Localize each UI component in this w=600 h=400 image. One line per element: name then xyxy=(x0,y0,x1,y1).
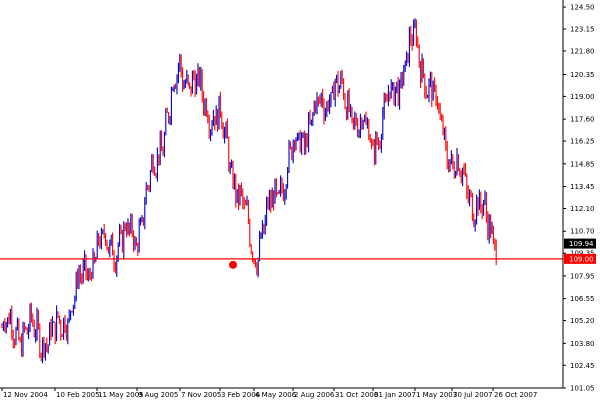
y-tick-label: 109.35 xyxy=(570,250,595,258)
y-tick-label: 110.70 xyxy=(570,228,595,236)
x-tick-label: 4 May 2006 xyxy=(255,391,297,399)
last-price-label: 109.94 xyxy=(569,240,594,248)
y-tick-label: 103.80 xyxy=(570,340,595,348)
x-tick-label: 11 May 2005 xyxy=(98,391,144,399)
x-tick-label: 30 Jul 2007 xyxy=(453,391,493,399)
x-tick-label: 10 Feb 2005 xyxy=(56,391,100,399)
x-tick-label: 26 Oct 2007 xyxy=(494,391,537,399)
hline-price-label: 109.00 xyxy=(569,255,594,263)
y-tick-label: 124.50 xyxy=(570,4,595,12)
y-tick-label: 113.45 xyxy=(570,183,595,191)
y-tick-label: 106.55 xyxy=(570,295,595,303)
y-tick-label: 107.95 xyxy=(570,272,595,280)
y-tick-label: 117.60 xyxy=(570,116,595,124)
y-axis-ticks: 124.50 123.15 121.80 120.35 119.00 117.60 116.… xyxy=(563,4,595,393)
y-tick-label: 119.00 xyxy=(570,93,595,101)
x-tick-label: 7 Nov 2005 xyxy=(181,391,221,399)
x-tick-label: 1 May 2007 xyxy=(416,391,457,399)
last-price-badge: 109.94 xyxy=(564,238,596,249)
axes xyxy=(0,0,564,389)
y-tick-label: 114.85 xyxy=(570,160,595,168)
x-tick-label: 31 Jan 2007 xyxy=(374,391,416,399)
y-tick-label: 102.45 xyxy=(570,362,595,370)
x-tick-label: 9 Aug 2005 xyxy=(138,391,178,399)
y-tick-label: 123.15 xyxy=(570,25,595,33)
y-tick-label: 101.05 xyxy=(570,385,595,393)
x-tick-label: 3 Feb 2006 xyxy=(221,391,261,399)
y-tick-label: 105.20 xyxy=(570,317,595,325)
low-point-marker xyxy=(229,260,237,269)
x-tick-label: 31 Oct 2006 xyxy=(335,391,379,399)
y-tick-label: 112.10 xyxy=(570,205,595,213)
x-tick-label: 12 Nov 2004 xyxy=(3,391,48,399)
y-tick-label: 121.80 xyxy=(570,47,595,55)
hline-price-badge: 109.00 xyxy=(564,253,596,264)
price-bars xyxy=(1,18,497,364)
y-tick-label: 120.35 xyxy=(570,71,595,79)
x-tick-label: 2 Aug 2006 xyxy=(294,391,335,399)
y-tick-label: 116.25 xyxy=(570,138,595,146)
